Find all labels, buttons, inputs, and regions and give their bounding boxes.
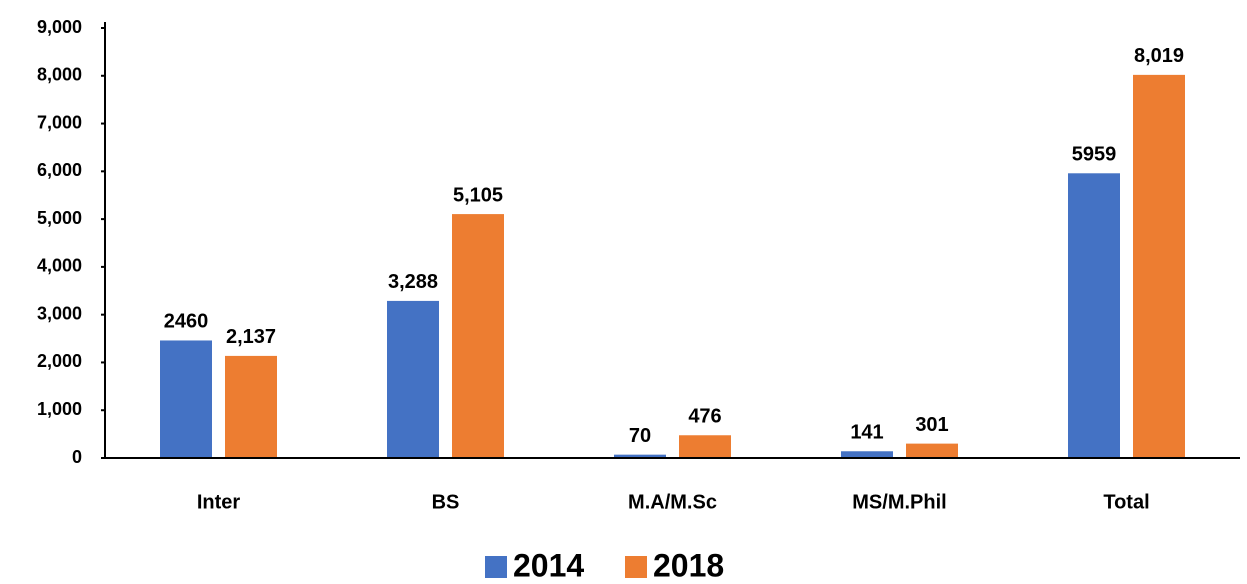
y-tick-label: 4,000 [37, 256, 82, 276]
data-label: 301 [915, 414, 948, 436]
legend-swatch [485, 556, 507, 578]
y-tick-label: 7,000 [37, 112, 82, 132]
data-label: 70 [629, 425, 651, 447]
y-tick-label: 3,000 [37, 303, 82, 323]
x-tick-label: BS [432, 491, 460, 513]
data-label: 5959 [1072, 144, 1117, 166]
bar [679, 435, 731, 458]
data-label: 3,288 [388, 271, 438, 293]
data-label: 8,019 [1134, 45, 1184, 67]
legend-swatch [625, 556, 647, 578]
bar [1133, 74, 1185, 459]
data-label: 5,105 [453, 184, 503, 206]
bar [614, 454, 666, 458]
data-label: 476 [688, 406, 721, 428]
x-tick-label: M.A/M.Sc [628, 491, 717, 513]
y-tick-label: 8,000 [37, 65, 82, 85]
y-tick-label: 9,000 [37, 17, 82, 37]
bar [387, 300, 439, 458]
y-tick-label: 0 [72, 447, 82, 467]
x-tick-label: Inter [197, 491, 241, 513]
bar [1068, 173, 1120, 458]
bar [906, 443, 958, 458]
x-tick-label: Total [1103, 491, 1149, 513]
bar [160, 340, 212, 458]
x-tick-label: MS/M.Phil [852, 491, 946, 513]
y-tick-label: 1,000 [37, 399, 82, 419]
bar [841, 451, 893, 458]
legend-label: 2018 [653, 547, 724, 583]
y-tick-label: 2,000 [37, 351, 82, 371]
bar [225, 355, 277, 458]
y-tick-label: 5,000 [37, 208, 82, 228]
legend-label: 2014 [513, 547, 584, 583]
data-label: 2460 [164, 311, 209, 333]
bar [452, 214, 504, 458]
data-label: 2,137 [226, 326, 276, 348]
y-tick-label: 6,000 [37, 160, 82, 180]
data-label: 141 [850, 422, 883, 444]
